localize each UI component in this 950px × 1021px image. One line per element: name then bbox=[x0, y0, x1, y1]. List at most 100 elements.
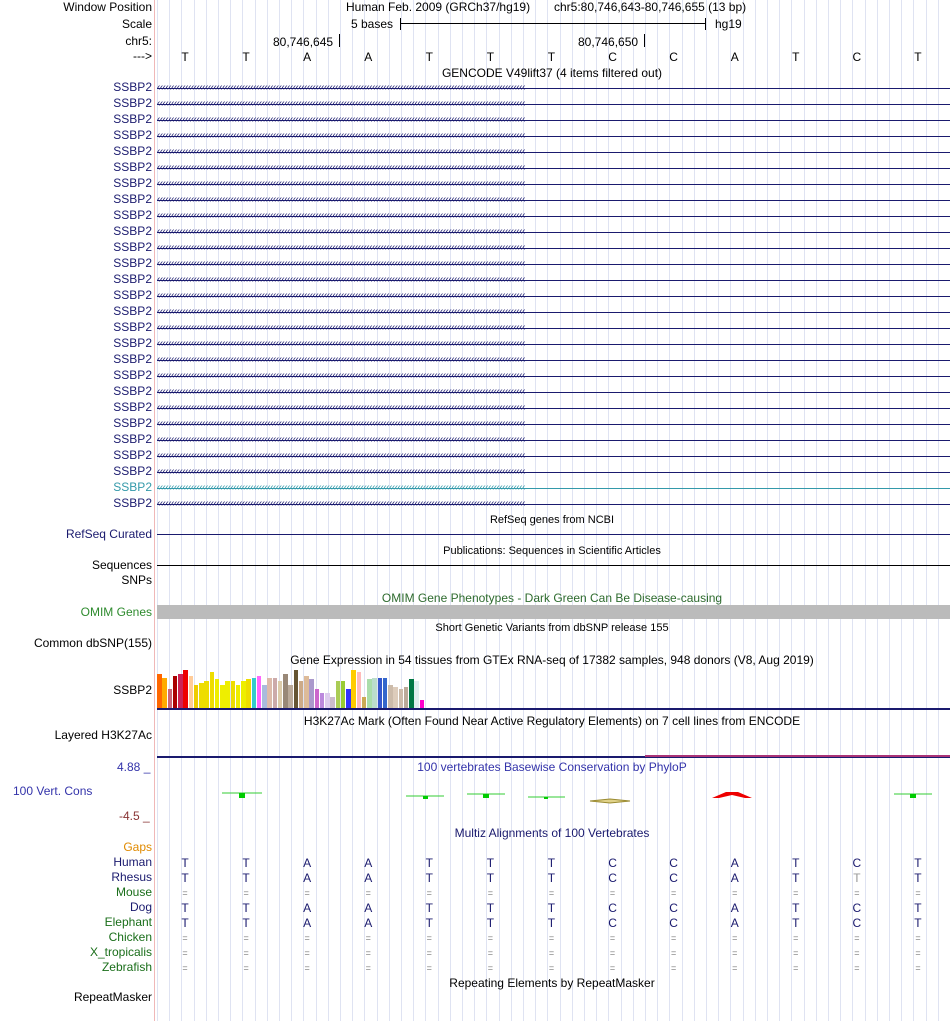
transcript-label[interactable]: SSBP2 bbox=[113, 144, 152, 158]
transcript-label[interactable]: SSBP2 bbox=[113, 480, 152, 494]
transcript-line[interactable] bbox=[157, 488, 950, 489]
gtex-bar[interactable] bbox=[188, 676, 194, 708]
transcript-line[interactable] bbox=[157, 344, 950, 345]
transcript-line[interactable] bbox=[157, 280, 950, 281]
gtex-bar[interactable] bbox=[309, 679, 314, 708]
gtex-bar[interactable] bbox=[183, 670, 188, 708]
sequences-label[interactable]: Sequences bbox=[91, 558, 152, 572]
gtex-bar[interactable] bbox=[225, 681, 230, 708]
transcript-label[interactable]: SSBP2 bbox=[113, 320, 152, 334]
gtex-bar[interactable] bbox=[403, 687, 409, 708]
h3k27ac-signal[interactable] bbox=[645, 755, 950, 757]
transcript-label[interactable]: SSBP2 bbox=[113, 96, 152, 110]
transcript-label[interactable]: SSBP2 bbox=[113, 240, 152, 254]
gtex-bar[interactable] bbox=[319, 693, 325, 708]
transcript-line[interactable] bbox=[157, 472, 950, 473]
refseq-track-title[interactable]: RefSeq genes from NCBI bbox=[489, 514, 615, 526]
transcript-line[interactable] bbox=[157, 392, 950, 393]
gtex-bar[interactable] bbox=[178, 674, 183, 708]
gtex-bar[interactable] bbox=[262, 685, 267, 708]
transcript-line[interactable] bbox=[157, 312, 950, 313]
transcript-label[interactable]: SSBP2 bbox=[113, 416, 152, 430]
gtex-bar[interactable] bbox=[251, 678, 257, 708]
species-label[interactable]: Chicken bbox=[108, 930, 152, 944]
transcript-label[interactable]: SSBP2 bbox=[113, 288, 152, 302]
publications-line[interactable] bbox=[157, 565, 950, 566]
transcript-line[interactable] bbox=[157, 168, 950, 169]
repeatmasker-track-label[interactable]: RepeatMasker bbox=[73, 990, 152, 1004]
dbsnp-track-label[interactable]: Common dbSNP(155) bbox=[33, 636, 152, 650]
dbsnp-track-title[interactable]: Short Genetic Variants from dbSNP releas… bbox=[435, 622, 669, 634]
transcript-label[interactable]: SSBP2 bbox=[113, 464, 152, 478]
transcript-label[interactable]: SSBP2 bbox=[113, 128, 152, 142]
transcript-label[interactable]: SSBP2 bbox=[113, 272, 152, 286]
gtex-bar[interactable] bbox=[393, 687, 398, 708]
gtex-bar[interactable] bbox=[288, 685, 293, 708]
transcript-line[interactable] bbox=[157, 264, 950, 265]
transcript-line[interactable] bbox=[157, 376, 950, 377]
repeatmasker-track-title[interactable]: Repeating Elements by RepeatMasker bbox=[449, 976, 655, 990]
gtex-bar[interactable] bbox=[209, 672, 215, 708]
transcript-label[interactable]: SSBP2 bbox=[113, 336, 152, 350]
gtex-track-label[interactable]: SSBP2 bbox=[113, 683, 152, 697]
gtex-bar[interactable] bbox=[304, 676, 309, 708]
transcript-line[interactable] bbox=[157, 248, 950, 249]
gtex-bar[interactable] bbox=[172, 676, 178, 708]
omim-gene-bar[interactable] bbox=[157, 605, 950, 619]
gtex-bar[interactable] bbox=[346, 689, 351, 708]
transcript-line[interactable] bbox=[157, 360, 950, 361]
gtex-bar[interactable] bbox=[335, 681, 341, 708]
transcript-label[interactable]: SSBP2 bbox=[113, 352, 152, 366]
species-label[interactable]: Zebrafish bbox=[101, 960, 152, 974]
transcript-line[interactable] bbox=[157, 104, 950, 105]
h3k27ac-track-title[interactable]: H3K27Ac Mark (Often Found Near Active Re… bbox=[303, 714, 801, 728]
gtex-bar[interactable] bbox=[157, 674, 162, 708]
gtex-bar[interactable] bbox=[293, 670, 299, 708]
gtex-bar[interactable] bbox=[230, 681, 236, 708]
gtex-bar[interactable] bbox=[388, 685, 393, 708]
gtex-bar[interactable] bbox=[162, 678, 167, 708]
gtex-bar[interactable] bbox=[298, 681, 304, 708]
refseq-gene-line[interactable] bbox=[157, 534, 950, 535]
gtex-bar[interactable] bbox=[246, 679, 251, 708]
gtex-bar[interactable] bbox=[330, 697, 335, 708]
cons-graph[interactable] bbox=[0, 775, 950, 815]
species-label[interactable]: Mouse bbox=[115, 885, 152, 899]
transcript-line[interactable] bbox=[157, 216, 950, 217]
refseq-track-label[interactable]: RefSeq Curated bbox=[65, 527, 152, 541]
gtex-bar[interactable] bbox=[199, 683, 204, 708]
transcript-line[interactable] bbox=[157, 184, 950, 185]
cons-track-label[interactable]: 100 Vert. Cons bbox=[13, 784, 93, 798]
gtex-bar[interactable] bbox=[367, 679, 372, 708]
snps-label[interactable]: SNPs bbox=[121, 573, 152, 587]
transcript-label[interactable]: SSBP2 bbox=[113, 176, 152, 190]
transcript-line[interactable] bbox=[157, 136, 950, 137]
transcript-label[interactable]: SSBP2 bbox=[113, 368, 152, 382]
species-label[interactable]: X_tropicalis bbox=[89, 945, 152, 959]
transcript-label[interactable]: SSBP2 bbox=[113, 400, 152, 414]
gtex-bar[interactable] bbox=[351, 670, 356, 708]
species-label[interactable]: Dog bbox=[129, 900, 152, 914]
gtex-bar[interactable] bbox=[193, 685, 199, 708]
gtex-bar[interactable] bbox=[361, 697, 367, 708]
gtex-bar[interactable] bbox=[340, 681, 346, 708]
gtex-bar[interactable] bbox=[382, 678, 388, 708]
transcript-line[interactable] bbox=[157, 120, 950, 121]
transcript-line[interactable] bbox=[157, 328, 950, 329]
transcript-line[interactable] bbox=[157, 456, 950, 457]
transcript-label[interactable]: SSBP2 bbox=[113, 384, 152, 398]
gencode-track-title[interactable]: GENCODE V49lift37 (4 items filtered out) bbox=[441, 66, 663, 80]
multiz-track-title[interactable]: Multiz Alignments of 100 Vertebrates bbox=[454, 826, 650, 840]
gtex-bar[interactable] bbox=[256, 676, 262, 708]
transcript-label[interactable]: SSBP2 bbox=[113, 432, 152, 446]
transcript-label[interactable]: SSBP2 bbox=[113, 192, 152, 206]
position-range[interactable]: chr5:80,746,643-80,746,655 (13 bp) bbox=[554, 0, 747, 14]
transcript-label[interactable]: SSBP2 bbox=[113, 160, 152, 174]
gtex-bar[interactable] bbox=[241, 681, 246, 708]
gtex-bar[interactable] bbox=[214, 679, 220, 708]
omim-track-title[interactable]: OMIM Gene Phenotypes - Dark Green Can Be… bbox=[381, 591, 723, 605]
transcript-label[interactable]: SSBP2 bbox=[113, 256, 152, 270]
transcript-line[interactable] bbox=[157, 88, 950, 89]
transcript-line[interactable] bbox=[157, 440, 950, 441]
cons-track-title[interactable]: 100 vertebrates Basewise Conservation by… bbox=[417, 760, 687, 774]
